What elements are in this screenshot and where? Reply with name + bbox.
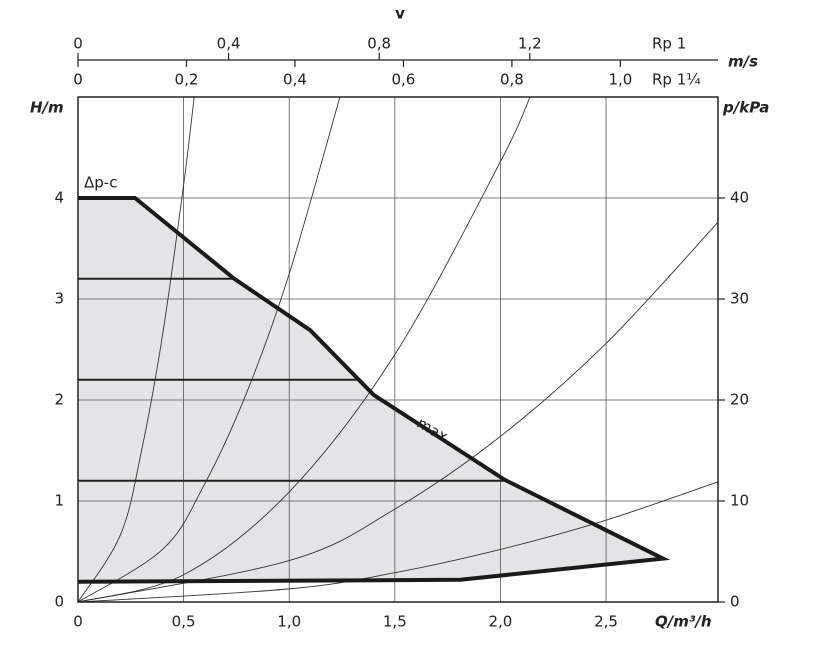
y2-tick-label: 40 [730,189,749,207]
x-tick-label: 1,0 [277,613,301,631]
max-curve [77,196,671,584]
system-curve [77,96,531,603]
y2-tick-label: 20 [730,391,749,409]
top-tick-label: 0,2 [175,71,199,89]
top-tick-label: 0,8 [500,71,524,89]
top-axis-name: Rp 1 [652,35,686,53]
x-axis-title: Q/m³/h [655,613,712,631]
y2-tick-label: 30 [730,290,749,308]
top-tick-label: 0 [73,71,83,89]
y-tick-label: 3 [54,290,64,308]
system-curve [77,96,341,603]
plot-frame [77,96,719,603]
top-axis-title: v [395,5,405,23]
y2-tick-label: 10 [730,492,749,510]
y-axis-title: H/m [30,99,64,117]
top-tick-label: 0,8 [367,35,391,53]
x-tick-label: 2,0 [489,613,513,631]
system-curve [77,221,719,603]
top-tick-label: 0 [73,35,83,53]
top-tick-label: 0,4 [217,35,241,53]
system-curve [77,481,719,603]
top-tick-label: 0,4 [283,71,307,89]
system-curve [77,96,195,603]
top-tick-label: 0,6 [391,71,415,89]
y-tick-label: 0 [54,593,64,611]
top-tick-label: 1,2 [518,35,542,53]
x-tick-label: 1,5 [383,613,407,631]
y-tick-label: 4 [54,189,64,207]
y2-tick-label: 0 [730,593,740,611]
y2-axis-title: p/kPa [722,99,769,117]
annotation: Δp-c [84,174,117,192]
top-axis-unit: m/s [728,53,758,71]
top-axis-name: Rp 1¼ [652,71,701,89]
top-tick-label: 1,0 [608,71,632,89]
x-tick-label: 0,5 [172,613,196,631]
x-tick-label: 0 [73,613,83,631]
y-tick-label: 1 [54,492,64,510]
y-tick-label: 2 [54,391,64,409]
x-tick-label: 2,5 [594,613,618,631]
